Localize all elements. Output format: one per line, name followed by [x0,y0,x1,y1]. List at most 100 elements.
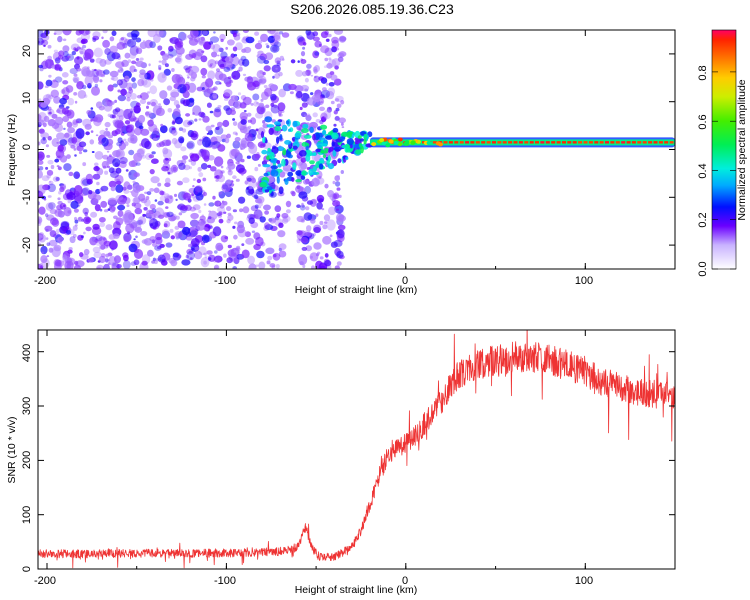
spectrogram-noise-blob [108,180,117,188]
spectrogram-noise-blob [94,151,104,160]
spectrogram-noise-blob [45,213,49,218]
spectrogram-noise-blob [162,54,169,61]
spectrogram-noise-blob [202,191,208,197]
spectrogram-noise-blob [125,223,135,234]
spectrogram-y-tick-label: -10 [21,189,33,205]
spectrogram-noise-blob [50,164,55,170]
spectrogram-transition-blob [323,154,326,159]
spectrogram-noise-blob [170,235,175,240]
spectrogram-noise-blob [196,178,202,184]
spectrogram-noise-blob [98,255,106,264]
spectrogram-noise-blob [266,260,271,265]
spectrogram-noise-blob [91,151,95,153]
spectrogram-noise-blob [122,260,131,269]
spectrogram-noise-blob [123,181,131,190]
spectrogram-noise-blob [53,32,57,35]
spectrogram-noise-blob [301,246,308,251]
spectrogram-noise-blob [56,132,65,140]
spectrogram-noise-blob [76,81,84,90]
spectrogram-noise-blob [38,37,44,46]
spectrogram-noise-blob [117,80,122,84]
spectrogram-noise-blob [209,89,214,93]
spectrogram-noise-blob [190,102,194,106]
spectrogram-noise-blob [301,202,304,206]
spectrogram-noise-blob [82,84,87,90]
spectrogram-noise-blob [187,76,190,79]
spectrogram-noise-blob [302,71,308,77]
spectrogram-noise-blob [333,123,337,127]
spectrogram-noise-blob [258,261,266,269]
spectrogram-noise-blob [157,254,166,263]
spectrogram-transition-blob [261,149,268,155]
spectrogram-noise-blob [171,127,176,131]
spectrogram-noise-blob [264,222,270,230]
spectrogram-noise-blob [214,266,219,269]
spectrogram-noise-blob [256,101,260,105]
spectrogram-noise-blob [146,101,151,105]
spectrogram-noise-blob [332,200,341,207]
spectrogram-noise-blob [282,58,285,61]
spectrogram-noise-blob [191,193,195,197]
spectrogram-noise-blob [318,76,325,81]
spectrogram-noise-blob [319,220,324,226]
spectrogram-noise-blob [324,57,329,62]
spectrogram-tone-peak [594,141,599,144]
spectrogram-noise-blob [74,224,78,227]
spectrogram-noise-blob [200,257,210,268]
spectrogram-transition-blob [345,147,353,153]
spectrogram-noise-blob [258,206,262,209]
spectrogram-tone-peak [669,141,674,144]
spectrogram-tone-peak [631,141,636,144]
spectrogram-noise-blob [47,106,52,111]
spectrogram-noise-blob [109,114,115,119]
spectrogram-noise-blob [133,195,141,204]
colorbar-tick-label: 0.4 [697,163,709,178]
spectrogram-noise-blob [74,56,84,65]
spectrogram-x-axis-label: Height of straight line (km) [295,284,418,296]
spectrogram-noise-blob [48,239,58,247]
spectrogram-noise-blob [297,60,300,63]
spectrogram-noise-blob [247,125,252,129]
spectrogram-noise-blob [152,257,156,262]
spectrogram-noise-blob [149,188,155,192]
spectrogram-noise-blob [109,36,115,42]
spectrogram-noise-blob [156,135,160,138]
spectrogram-tone-peak [518,141,523,144]
spectrogram-transition-blob [270,165,278,170]
spectrogram-noise-blob [236,32,241,37]
spectrogram-noise-blob [43,198,47,201]
spectrogram-noise-blob [67,210,72,214]
spectrogram-noise-blob [115,194,124,201]
spectrogram-noise-blob [254,31,260,36]
snr-y-tick-label: 0 [21,566,33,572]
spectrogram-transition-blob [284,140,292,145]
colorbar-ticks [712,71,736,270]
snr-y-tick-label: 300 [21,397,33,415]
spectrogram-noise-blob [131,202,136,207]
spectrogram-tone-peak [443,141,448,144]
spectrogram-noise-blob [144,198,151,207]
spectrogram-noise-blob [118,78,128,89]
spectrogram-noise-blob [335,47,340,51]
spectrogram-noise-blob [232,266,238,269]
spectrogram-noise-blob [306,63,312,69]
spectrogram-noise-blob [223,201,228,206]
spectrogram-noise-blob [129,51,137,59]
spectrogram-noise-blob [324,183,329,189]
spectrogram-noise-blob [221,170,225,174]
spectrogram-noise-blob [132,117,140,123]
spectrogram-noise-blob [188,38,199,46]
snr-panel: -200 -100 0 100 0 100 200 300 400 Height… [6,329,676,596]
spectrogram-noise-blob [328,82,335,87]
spectrogram-noise-blob [258,102,265,108]
spectrogram-noise-blob [188,119,194,125]
spectrogram-noise-blob [146,191,152,196]
spectrogram-noise-blob [320,45,330,54]
spectrogram-noise-blob [319,106,325,112]
spectrogram-noise-blob [72,225,78,231]
spectrogram-noise-blob [334,116,340,122]
spectrogram-noise-blob [217,144,226,152]
spectrogram-noise-blob [45,79,53,87]
spectrogram-noise-blob [38,263,44,269]
spectrogram-noise-blob [95,134,99,137]
